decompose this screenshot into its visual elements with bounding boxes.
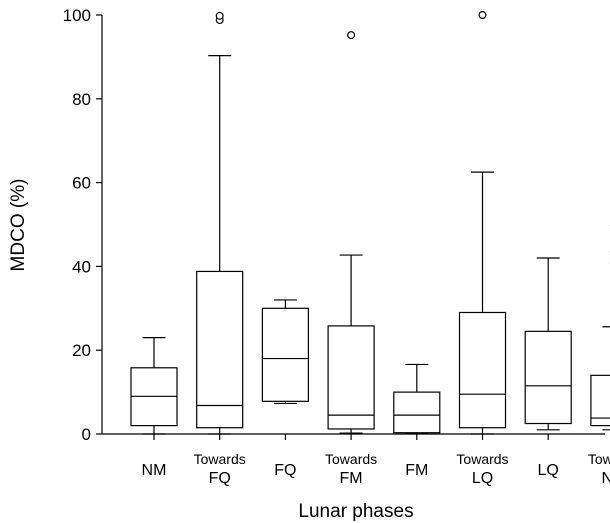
box-group: NM (130, 337, 178, 479)
category-label: FM (405, 462, 428, 479)
y-tick-label: 40 (72, 257, 91, 276)
category-label: NM (142, 462, 167, 479)
y-axis-title: MDCO (%) (8, 179, 29, 272)
box-group: Towards FM (325, 31, 377, 487)
category-label-top: Towards (194, 451, 246, 467)
category-label-top: Towards (456, 451, 508, 467)
box (524, 330, 572, 425)
category-label: NM (601, 470, 610, 487)
box (327, 325, 375, 430)
box-group: LQ (524, 257, 572, 479)
box-group: Towards NM (588, 224, 610, 487)
outlier-point (478, 11, 487, 20)
box-group: FM (393, 363, 441, 479)
box (393, 391, 441, 434)
outlier-point (347, 31, 356, 40)
y-tick-label: 80 (72, 90, 91, 109)
y-tick-label: 100 (63, 6, 91, 25)
box (458, 311, 507, 429)
outlier-point (215, 11, 224, 20)
box (590, 374, 610, 427)
y-tick-label: 60 (72, 174, 91, 193)
axes: 0 20 40 60 80 100 (63, 6, 605, 444)
y-tick-label: 0 (82, 425, 91, 444)
x-axis-title: Lunar phases (298, 501, 413, 522)
box-group: Towards LQ (456, 11, 509, 487)
category-label: LQ (472, 470, 493, 487)
category-label-top: Towards (588, 451, 610, 467)
category-label: FM (340, 470, 363, 487)
category-label: LQ (538, 462, 559, 479)
box (261, 307, 309, 402)
box (196, 270, 244, 429)
boxes: NMTowardsFQFQTowardsFMFMTowardsLQLQTowar… (130, 11, 610, 487)
category-label-top: Towards (325, 451, 377, 467)
category-label: FQ (209, 470, 231, 487)
box-group: FQ (261, 299, 309, 479)
category-label: FQ (274, 462, 296, 479)
y-tick-label: 20 (72, 341, 91, 360)
box-group: Towards FQ (194, 11, 246, 487)
